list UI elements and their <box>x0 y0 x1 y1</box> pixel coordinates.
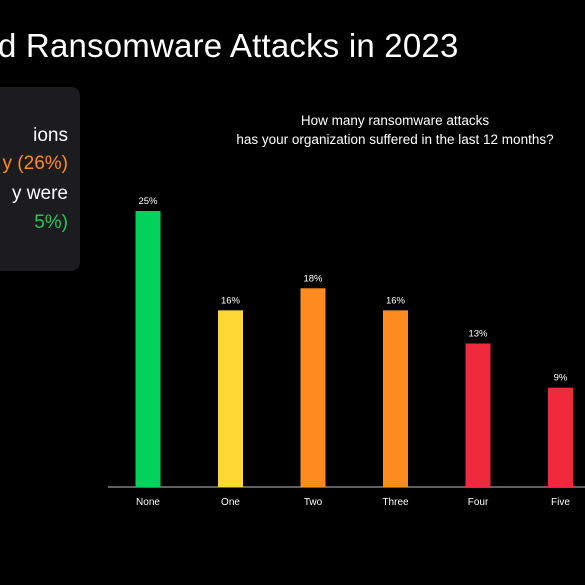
bar-one <box>218 310 243 487</box>
chart-question-line-2: has your organization suffered in the la… <box>236 132 554 147</box>
x-tick-label-four: Four <box>468 497 489 508</box>
x-tick-label-none: None <box>136 497 160 508</box>
data-label-none: 25% <box>138 196 158 207</box>
data-label-one: 16% <box>221 295 241 306</box>
info-line-1: ions <box>33 125 68 146</box>
bar-none <box>135 211 161 487</box>
chart-question: How many ransomware attacks has your org… <box>195 111 585 149</box>
slide-title: d Ransomware Attacks in 2023 <box>0 27 459 64</box>
data-label-four: 13% <box>468 328 488 339</box>
info-line-3: y were <box>12 183 68 204</box>
bar-four <box>465 343 491 487</box>
x-tick-label-five: Five <box>551 497 570 508</box>
info-line-4: 5%) <box>34 212 68 233</box>
bar-three <box>383 310 408 487</box>
x-tick-label-two: Two <box>304 497 323 508</box>
chart-question-line-1: How many ransomware attacks <box>300 113 490 128</box>
data-label-two: 18% <box>303 273 323 284</box>
info-line-2: y (26%) <box>2 153 68 174</box>
info-callout-box: ions y (26%) y were 5%) <box>0 87 80 271</box>
bar-five <box>548 387 573 487</box>
x-tick-label-three: Three <box>382 497 409 508</box>
data-label-three: 16% <box>386 295 406 306</box>
x-tick-label-one: One <box>221 497 240 508</box>
bar-two <box>300 288 326 487</box>
data-label-five: 9% <box>554 373 568 384</box>
